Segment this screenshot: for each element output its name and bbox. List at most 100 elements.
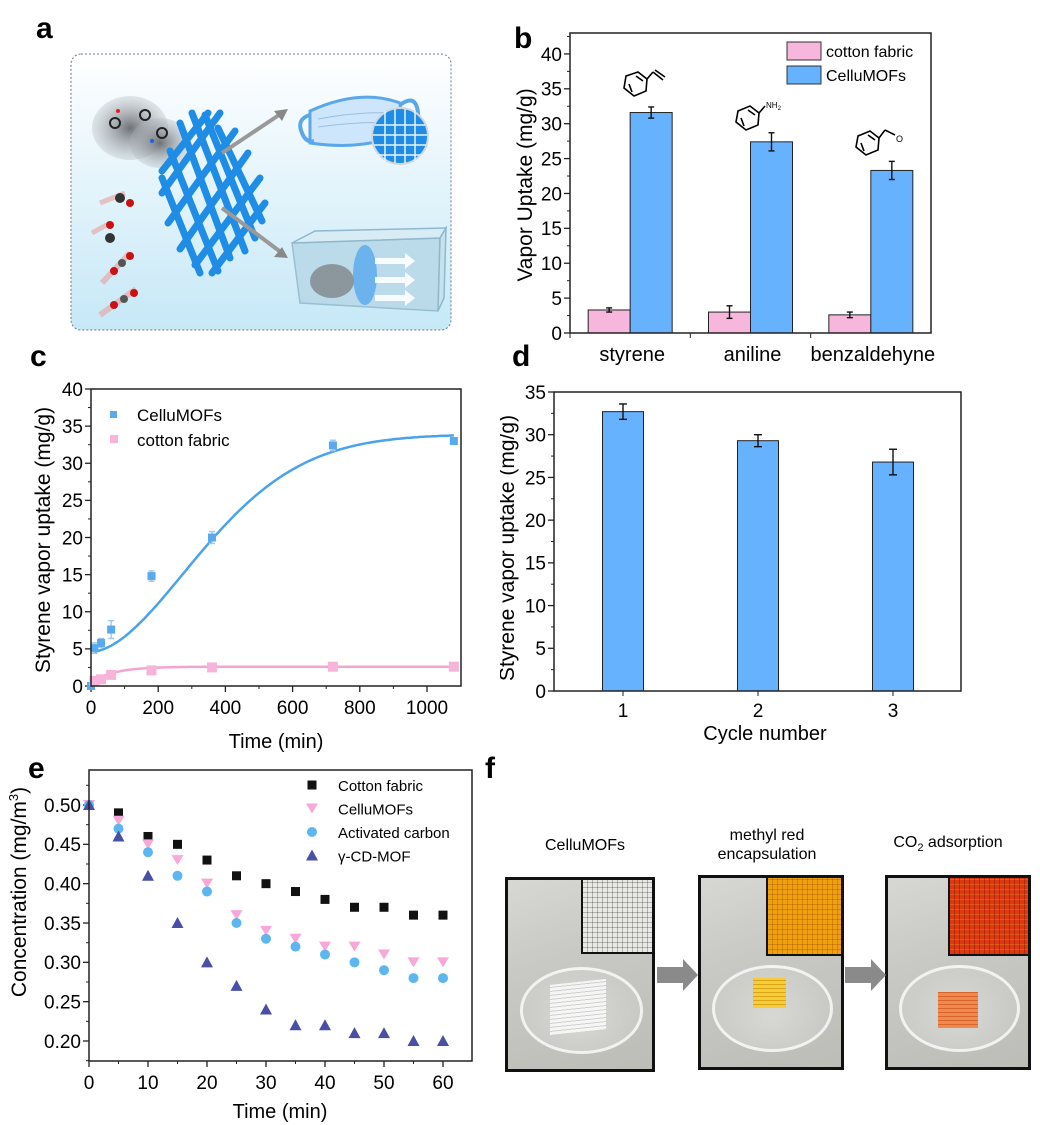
chart-d-y-tick-label: 20 [525,511,546,532]
chart-c-y-axis-label: Styrene vapor uptake (mg/g) [32,407,55,673]
legend-label-cotton-fabric: cotton fabric [826,44,913,61]
arrow-to-mask [220,109,288,155]
chart-e-point-cd-mof [142,869,154,881]
chart-d-y-tick-label: 35 [525,383,546,404]
chart-e-point-cd-mof [319,1019,331,1031]
chart-b-bar-cellumofs [629,112,673,334]
chart-e-point-cd-mof [437,1035,449,1046]
chart-b-y-tick-label: 25 [541,149,562,170]
chart-c-point-cellumofs [147,572,156,581]
chart-d-y-tick-label: 25 [525,468,546,489]
chart-e-y-tick-label: 0.50 [44,796,81,817]
chart-e-point-activated-carbon [349,957,360,968]
photo-label-text: CelluMOFs [544,837,625,854]
chart-c-legend: CelluMOFs cotton fabric [110,406,230,450]
chart-c-y-tick-label: 25 [62,491,83,512]
y-label-close: ) [8,787,31,794]
chart-e-point-cotton-fabric [232,871,241,881]
chart-c-x-tick-label: 1000 [406,698,448,719]
chart-e-point-cotton-fabric [320,894,330,904]
chart-e-point-cellumofs [289,933,302,944]
chart-c-fit-curve-cotton-fabric [90,665,454,684]
chart-e-point-activated-carbon [261,933,271,944]
legend-label-cellumofs: CelluMOFs [137,406,222,425]
face-mask-illustration [298,95,429,165]
chart-e-point-cd-mof [230,979,243,991]
photo-label-line1: methyl red [729,827,805,844]
chart-d-y-tick-label: 10 [525,596,546,617]
chart-e-point-activated-carbon [231,918,242,928]
legend-label-cellumofs: CelluMOFs [826,68,906,85]
chart-e-x-axis-label: Time (min) [233,1101,328,1123]
panel-letter-e: e [28,752,45,785]
chart-e-x-tick-label: 10 [137,1073,158,1094]
y-label-superscript: 3 [6,794,21,801]
chart-e-point-cellumofs [201,878,213,889]
arrow-to-filter-box [220,206,288,258]
chart-e-point-cd-mof [112,830,125,842]
chart-e-x-tick-label: 20 [196,1073,217,1094]
chart-e-point-cellumofs [142,839,154,850]
chart-d-bar [872,461,914,692]
chart-e-point-activated-carbon [438,973,448,984]
fabric-sample-orange [938,992,978,1028]
chart-e-x-tick-label: 60 [432,1073,453,1094]
chart-e-point-activated-carbon [290,941,301,952]
photo-label-line2: encapsulation [717,846,817,863]
chart-b-legend: cotton fabric CelluMOFs [786,41,913,85]
chart-e-point-cellumofs [112,815,125,826]
chart-c-x-tick-label: 0 [86,698,97,719]
chart-e-point-cd-mof [289,1019,302,1031]
chart-b-bar-cellumofs [870,169,914,334]
chart-b-bar-cotton-fabric [587,309,631,334]
chart-e-point-cellumofs [319,941,331,952]
chart-e-point-cellumofs [260,925,272,936]
chart-b-vapor-uptake: 0 5 10 15 20 25 30 35 40 styrene aniline benzaldehy… [514,32,935,366]
chart-b-x-tick-label: aniline [724,344,782,366]
chart-b-y-tick-label: 5 [551,289,562,310]
chart-e-point-activated-carbon [143,847,153,858]
legend-marker-cellumofs [110,411,117,418]
cellumofs-fabric-mesh [158,109,269,277]
chart-e-point-cellumofs [378,949,390,960]
chart-b-y-tick-label: 40 [541,45,562,66]
chart-e-point-cellumofs [437,957,449,968]
co2-text: CO [893,834,918,851]
chart-c-y-tick-label: 35 [62,417,83,438]
chart-c-point-cellumofs [97,638,106,647]
chart-e-point-activated-carbon [113,823,124,834]
chart-c-x-tick-label: 600 [277,698,309,719]
chart-e-point-cd-mof [201,956,213,968]
chart-c-point-cellumofs [328,441,337,450]
photo-label-co2-adsorption: CO2 adsorption [868,833,1028,858]
chart-e-point-cotton-fabric [143,831,153,841]
chart-b-y-tick-label: 20 [541,184,562,205]
chart-d-bar [737,440,779,692]
process-arrow-2 [845,959,886,991]
chart-c-x-axis-label: Time (min) [229,731,324,753]
chart-e-point-cd-mof [348,1027,361,1039]
panel-letter-a: a [36,12,53,45]
chart-d-bar [602,411,644,692]
chart-e-point-activated-carbon [202,886,212,897]
chart-e-legend-label: Activated carbon [338,825,450,842]
inset-closeup-white [580,880,652,954]
chart-d-y-tick-label: 30 [525,426,546,447]
chart-b-bar-cellumofs [750,141,793,334]
chart-c-y-tick-label: 20 [62,528,83,549]
air-filter-box-illustration [291,225,448,312]
chart-b-y-tick-label: 10 [541,254,562,275]
chart-e-point-cotton-fabric [291,887,300,897]
schematic-illustration [70,53,452,331]
chart-c-x-tick-label: 400 [210,698,242,719]
chart-e-x-tick-label: 50 [373,1073,394,1094]
panel-letter-d: d [512,340,531,373]
chart-e-point-cotton-fabric [350,902,359,912]
styrene-structure-icon [623,69,666,97]
chart-e-point-cotton-fabric [202,855,212,865]
chart-e-y-tick-label: 0.30 [44,953,81,974]
chart-e-legend-label: CelluMOFs [338,802,413,819]
chart-e-point-cellumofs [230,910,243,921]
aniline-structure-icon: NH2 [735,101,782,131]
chart-d-x-tick-label: 1 [618,701,629,722]
